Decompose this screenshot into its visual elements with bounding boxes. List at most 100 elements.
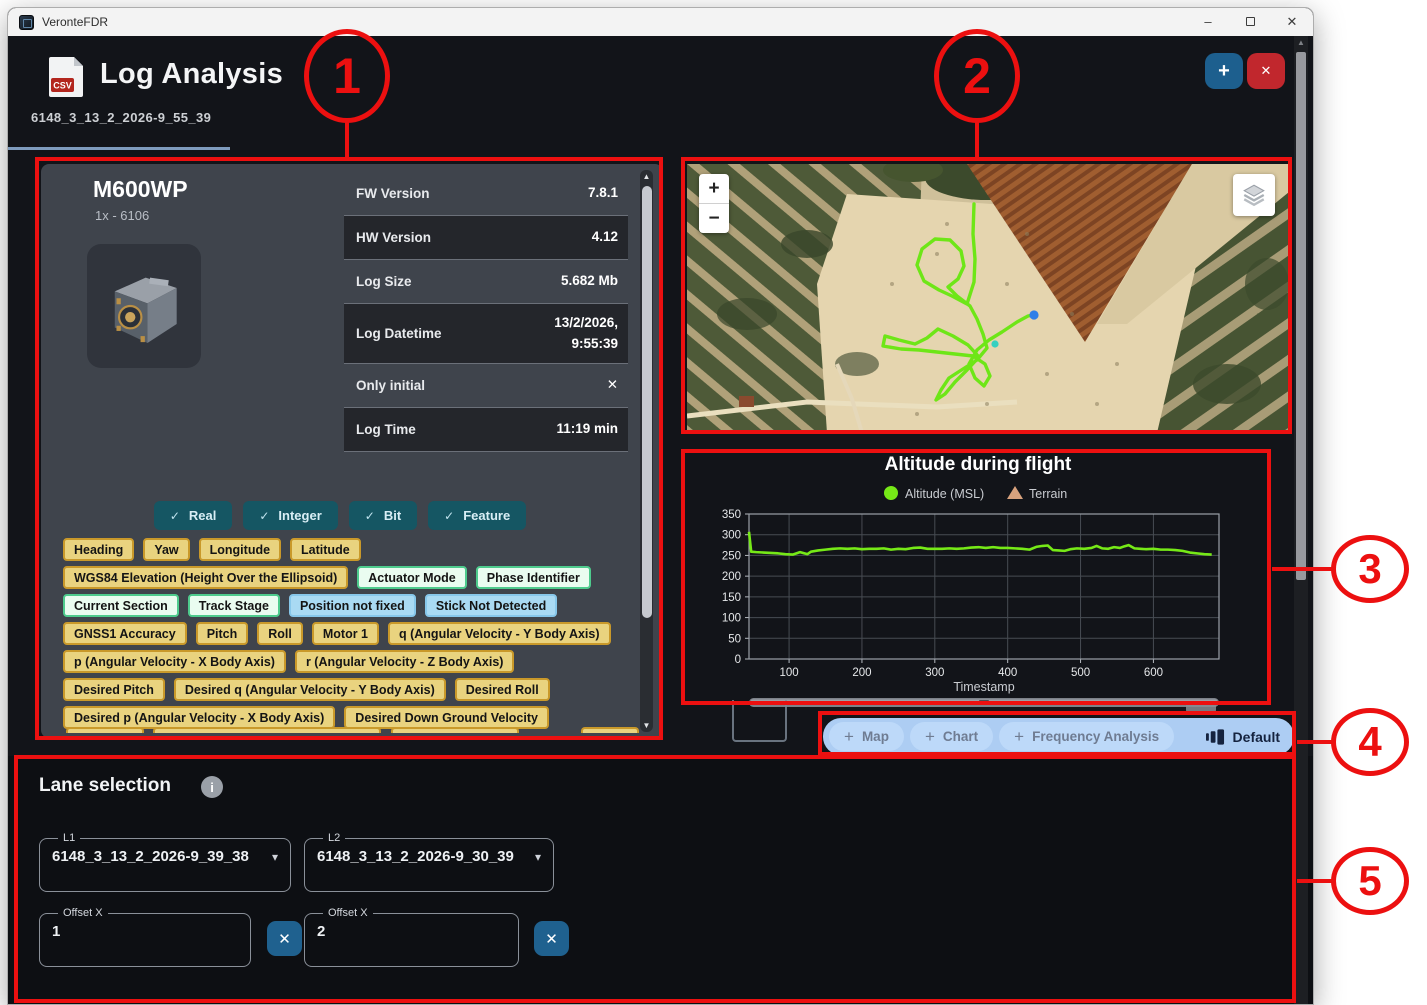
svg-text:250: 250 xyxy=(722,550,741,562)
scroll-up-icon[interactable]: ▲ xyxy=(642,172,651,181)
chart-range-brush-right[interactable] xyxy=(1186,701,1216,712)
variable-tag[interactable]: q (Angular Velocity - Y Body Axis) xyxy=(388,622,611,645)
variable-tag[interactable]: Latitude xyxy=(290,538,361,561)
offset-x-legend: Offset X xyxy=(328,907,368,919)
variable-tag[interactable]: Desired Down Ground Velocity xyxy=(344,706,549,729)
variable-tag[interactable]: Position not fixed xyxy=(288,594,416,617)
filter-chip-bit[interactable]: ✓ Bit xyxy=(348,501,418,530)
tab-log-file[interactable]: 6148_3_13_2_2026-9_55_39 xyxy=(31,110,212,125)
variable-tag[interactable]: Desired Roll xyxy=(454,678,550,701)
log-info-row: Log Datetime 13/2/2026, 9:55:39 xyxy=(344,304,628,364)
add-log-button[interactable]: + xyxy=(1205,53,1243,89)
offset-x-input-1[interactable]: Offset X 1 xyxy=(39,907,251,967)
layout-toolbar: + Map + Chart + Frequency Analysis Defau… xyxy=(823,718,1294,755)
svg-text:600: 600 xyxy=(1144,667,1163,679)
offset-x-value-1: 1 xyxy=(52,923,61,940)
info-label: Log Datetime xyxy=(356,326,442,341)
svg-text:500: 500 xyxy=(1071,667,1090,679)
variable-tag[interactable]: Longitude xyxy=(198,538,282,561)
satellite-map xyxy=(687,164,1289,433)
maximize-button[interactable] xyxy=(1229,8,1271,36)
add-frequency-analysis-button[interactable]: + Frequency Analysis xyxy=(999,722,1175,751)
partial-tag xyxy=(391,727,519,733)
filter-chip-integer[interactable]: ✓ Integer xyxy=(243,501,338,530)
flight-map[interactable]: + − xyxy=(687,164,1289,433)
info-value: 7.8.1 xyxy=(587,185,618,201)
title-bar: VeronteFDR – ✕ xyxy=(8,8,1313,36)
clear-offset-button-2[interactable]: ✕ xyxy=(534,921,569,956)
tag-row: Desired p (Angular Velocity - X Body Axi… xyxy=(63,706,641,729)
clear-offset-button-1[interactable]: ✕ xyxy=(267,921,302,956)
add-map-button[interactable]: + Map xyxy=(829,722,904,751)
log-info-row: HW Version 4.12 xyxy=(344,216,628,260)
lane-l2-select[interactable]: L2 6148_3_13_2_2026-9_30_39 ▾ xyxy=(304,832,554,892)
chart-range-brush-left[interactable] xyxy=(732,700,787,742)
filter-chip-feature[interactable]: ✓ Feature xyxy=(428,501,527,530)
lane-selection-title: Lane selection xyxy=(39,775,171,796)
zoom-in-button[interactable]: + xyxy=(708,177,720,199)
svg-text:350: 350 xyxy=(722,509,741,521)
minimize-button[interactable]: – xyxy=(1204,14,1212,29)
zoom-out-button[interactable]: − xyxy=(708,207,720,229)
variable-tag[interactable]: Track Stage xyxy=(187,594,280,617)
filter-chip-real[interactable]: ✓ Real xyxy=(153,501,233,530)
tag-row: p (Angular Velocity - X Body Axis) r (Ang… xyxy=(63,650,641,673)
add-frequency-analysis-label: Frequency Analysis xyxy=(1032,729,1160,744)
variable-tag[interactable]: Actuator Mode xyxy=(357,566,467,589)
variable-tag[interactable]: Desired q (Angular Velocity - Y Body Axi… xyxy=(173,678,446,701)
autopilot-illustration xyxy=(114,277,177,343)
info-label: Log Size xyxy=(356,274,412,289)
variable-tag[interactable]: Pitch xyxy=(195,622,249,645)
info-value: ✕ xyxy=(606,377,618,393)
altitude-line xyxy=(747,531,1212,556)
add-chart-button[interactable]: + Chart xyxy=(909,722,994,751)
variable-tag[interactable]: Stick Not Detected xyxy=(424,594,558,617)
info-value: 4.12 xyxy=(591,229,618,245)
partial-tag xyxy=(66,727,144,733)
close-log-button[interactable]: ✕ xyxy=(1247,53,1285,89)
info-value: 5.682 Mb xyxy=(560,273,618,289)
variable-tag[interactable]: Desired Pitch xyxy=(63,678,165,701)
scroll-down-icon[interactable]: ▼ xyxy=(642,721,651,730)
x-axis-label: Timestamp xyxy=(953,680,1014,694)
app-scrollbar[interactable]: ▲ xyxy=(1294,36,1308,1004)
tag-row: Desired Pitch Desired q (Angular Velocity… xyxy=(63,678,641,701)
chart-scrollbar-handle[interactable] xyxy=(979,700,989,705)
tag-row: GNSS1 Accuracy Pitch Roll Motor 1 q (Angular… xyxy=(63,622,641,645)
app-window: VeronteFDR – ✕ CSV Log Analysis + ✕ 6148… xyxy=(7,7,1314,1005)
app-scrollbar-thumb[interactable] xyxy=(1296,52,1306,580)
variable-tag[interactable]: Phase Identifier xyxy=(475,566,591,589)
close-button[interactable]: ✕ xyxy=(1286,14,1298,29)
add-chart-label: Chart xyxy=(942,729,979,744)
lane-l1-select[interactable]: L1 6148_3_13_2_2026-9_39_38 ▾ xyxy=(39,832,291,892)
svg-text:CSV: CSV xyxy=(53,81,72,91)
variable-tag[interactable]: Yaw xyxy=(143,538,190,561)
variable-tag[interactable]: Heading xyxy=(63,538,135,561)
offset-x-legend: Offset X xyxy=(63,907,103,919)
device-model: M600WP xyxy=(93,176,188,202)
current-position-marker xyxy=(1029,310,1039,320)
lane-l1-value: 6148_3_13_2_2026-9_39_38 xyxy=(52,848,249,865)
variable-tag[interactable]: Desired p (Angular Velocity - X Body Axi… xyxy=(63,706,336,729)
panel-scrollbar[interactable]: ▲ ▼ xyxy=(640,170,653,732)
variable-tag[interactable]: GNSS1 Accuracy xyxy=(63,622,187,645)
variable-tag[interactable]: Current Section xyxy=(63,594,179,617)
home-marker xyxy=(991,340,999,348)
offset-x-input-2[interactable]: Offset X 2 xyxy=(304,907,519,967)
check-icon: ✓ xyxy=(444,508,455,523)
svg-text:300: 300 xyxy=(722,530,741,542)
panel-scrollbar-thumb[interactable] xyxy=(641,186,652,618)
chevron-down-icon: ▾ xyxy=(534,849,541,864)
default-layout-button[interactable]: Default xyxy=(1205,728,1280,746)
scroll-up-icon[interactable]: ▲ xyxy=(1297,38,1305,47)
filter-chip-label: Bit xyxy=(383,508,402,523)
info-icon[interactable]: i xyxy=(201,776,223,798)
variable-tag[interactable]: p (Angular Velocity - X Body Axis) xyxy=(63,650,286,673)
variable-tag[interactable]: Roll xyxy=(257,622,303,645)
variable-tag[interactable]: WGS84 Elevation (Height Over the Ellipso… xyxy=(63,566,349,589)
variable-tag[interactable]: Motor 1 xyxy=(311,622,379,645)
add-map-label: Map xyxy=(861,729,889,744)
svg-text:300: 300 xyxy=(925,667,944,679)
map-layers-button[interactable] xyxy=(1233,174,1275,216)
variable-tag[interactable]: r (Angular Velocity - Z Body Axis) xyxy=(294,650,515,673)
